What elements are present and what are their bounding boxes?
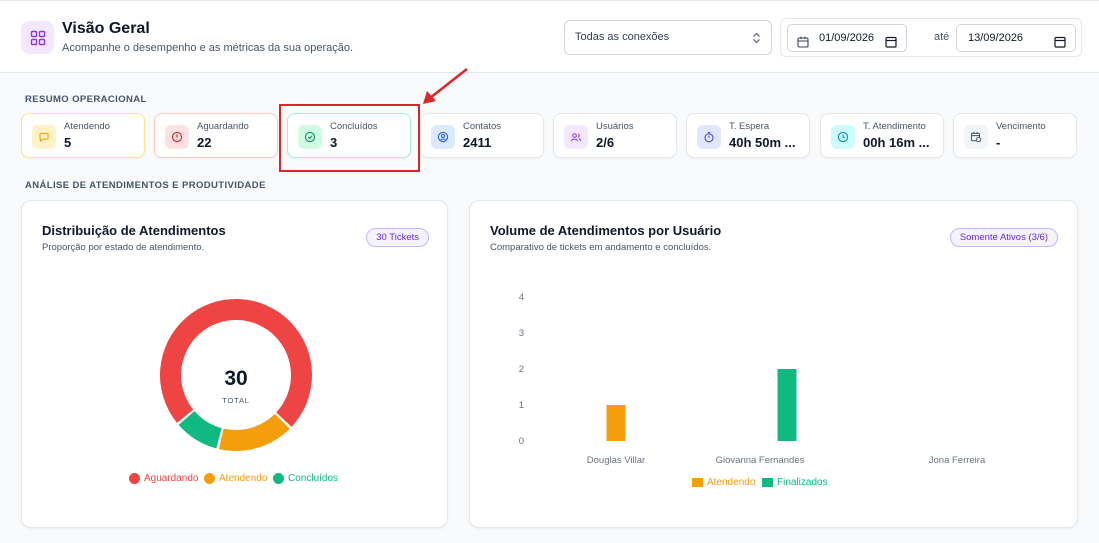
stat-value: 3 [330,135,338,150]
stat-label: T. Espera [729,121,770,132]
connection-select-value: Todas as conexões [575,31,670,43]
stat-card-usuarios[interactable]: Usuários 2/6 [553,113,677,158]
stat-label: Usuários [596,121,634,132]
y-tick-label: 2 [519,364,524,375]
stat-label: Atendendo [64,121,110,132]
distribution-panel: Distribuição de Atendimentos Proporção p… [21,200,448,528]
legend-item[interactable]: Atendendo [204,473,267,484]
distribution-title: Distribuição de Atendimentos [42,223,226,238]
donut-slice-atendendo[interactable] [218,413,290,451]
legend-swatch [129,473,140,484]
legend-swatch [762,478,773,487]
stat-value: 2411 [463,135,492,150]
clock-icon [831,125,855,149]
y-tick-label: 3 [519,328,524,339]
stat-value: - [996,135,1001,150]
stat-value: 40h 50m ... [729,135,796,150]
legend-label: Aguardando [144,473,199,484]
calendar-icon [797,32,809,58]
bar-finalizados[interactable] [777,369,797,441]
distribution-donut-chart [160,298,312,451]
dashboard-icon [21,21,54,54]
y-tick-label: 0 [519,436,524,447]
y-tick-label: 4 [519,292,524,303]
legend-label: Atendendo [707,477,756,488]
highlight-box [279,104,420,172]
legend-label: Finalizados [777,477,828,488]
volume-title: Volume de Atendimentos por Usuário [490,223,722,238]
volume-subtitle: Comparativo de tickets em andamento e co… [490,242,712,253]
legend-label: Concluídos [288,473,339,484]
donut-total-value: 30 [224,367,248,390]
tickets-badge: 30 Tickets [366,228,429,247]
stat-card-t-espera[interactable]: T. Espera 40h 50m ... [686,113,810,158]
stat-card-concluidos[interactable]: Concluídos 3 [287,113,411,158]
stat-card-contatos[interactable]: Contatos 2411 [420,113,544,158]
check-circle-icon [298,125,322,149]
x-tick-label: Douglas Villar [587,455,645,466]
page-header: Visão Geral Acompanhe o desempenho e as … [0,0,1099,73]
stat-card-aguardando[interactable]: Aguardando 22 [154,113,278,158]
donut-total-label: TOTAL [222,396,250,405]
stat-value: 5 [64,135,72,150]
date-from-value: 01/09/2026 [819,32,875,44]
stat-label: Aguardando [197,121,249,132]
distribution-subtitle: Proporção por estado de atendimento. [42,242,205,253]
chevron-up-down-icon [752,21,761,58]
calendar-clock-icon [964,125,988,149]
legend-swatch [692,478,703,487]
legend-item[interactable]: Aguardando [129,473,199,484]
date-separator: até [934,31,950,43]
legend-item[interactable]: Concluídos [273,473,338,484]
bar-atendendo[interactable] [606,405,626,441]
stopwatch-icon [697,125,721,149]
date-range: 01/09/2026 até 13/09/2026 [780,18,1082,57]
legend-label: Atendendo [219,473,268,484]
legend-swatch [273,473,284,484]
stat-card-t-atendimento[interactable]: T. Atendimento 00h 16m ... [820,113,944,158]
legend-item[interactable]: Finalizados [762,477,828,488]
stat-label: Vencimento [996,121,1046,132]
y-tick-label: 1 [519,400,524,411]
users-icon [564,125,588,149]
stat-label: T. Atendimento [863,121,926,132]
legend-swatch [204,473,215,484]
donut-slice-concluidos[interactable] [178,411,222,449]
section-title-summary: RESUMO OPERACIONAL [25,94,147,105]
calendar-picker-icon[interactable] [885,32,897,58]
date-to-value: 13/09/2026 [968,32,1024,44]
date-from-input[interactable]: 01/09/2026 [787,24,907,52]
chat-icon [32,125,56,149]
page-title: Visão Geral [62,20,150,37]
section-title-analysis: ANÁLISE DE ATENDIMENTOS E PRODUTIVIDADE [25,180,266,191]
x-tick-label: Jona Ferreira [929,455,986,466]
stat-card-atendendo[interactable]: Atendendo 5 [21,113,145,158]
connection-select[interactable]: Todas as conexões [564,20,772,55]
stat-value: 00h 16m ... [863,135,930,150]
stat-label: Concluídos [330,121,378,132]
page-subtitle: Acompanhe o desempenho e as métricas da … [62,42,354,54]
stat-value: 22 [197,135,212,150]
stat-label: Contatos [463,121,502,132]
x-tick-label: Giovanna Fernandes [716,455,805,466]
volume-bar-chart: 0 1 2 3 4 Douglas Villar Giovanna Fernandes Jon… [519,292,986,466]
alert-circle-icon [165,125,189,149]
date-to-input[interactable]: 13/09/2026 [956,24,1076,52]
stat-card-vencimento[interactable]: Vencimento - [953,113,1077,158]
volume-panel: Volume de Atendimentos por Usuário Compa… [469,200,1078,528]
calendar-picker-icon[interactable] [1054,32,1066,58]
stat-value: 2/6 [596,135,615,150]
legend-item[interactable]: Atendendo [692,477,755,488]
donut-slice-aguardando[interactable] [160,298,312,427]
active-filter-badge[interactable]: Somente Ativos (3/6) [949,228,1058,247]
user-circle-icon [431,125,455,149]
